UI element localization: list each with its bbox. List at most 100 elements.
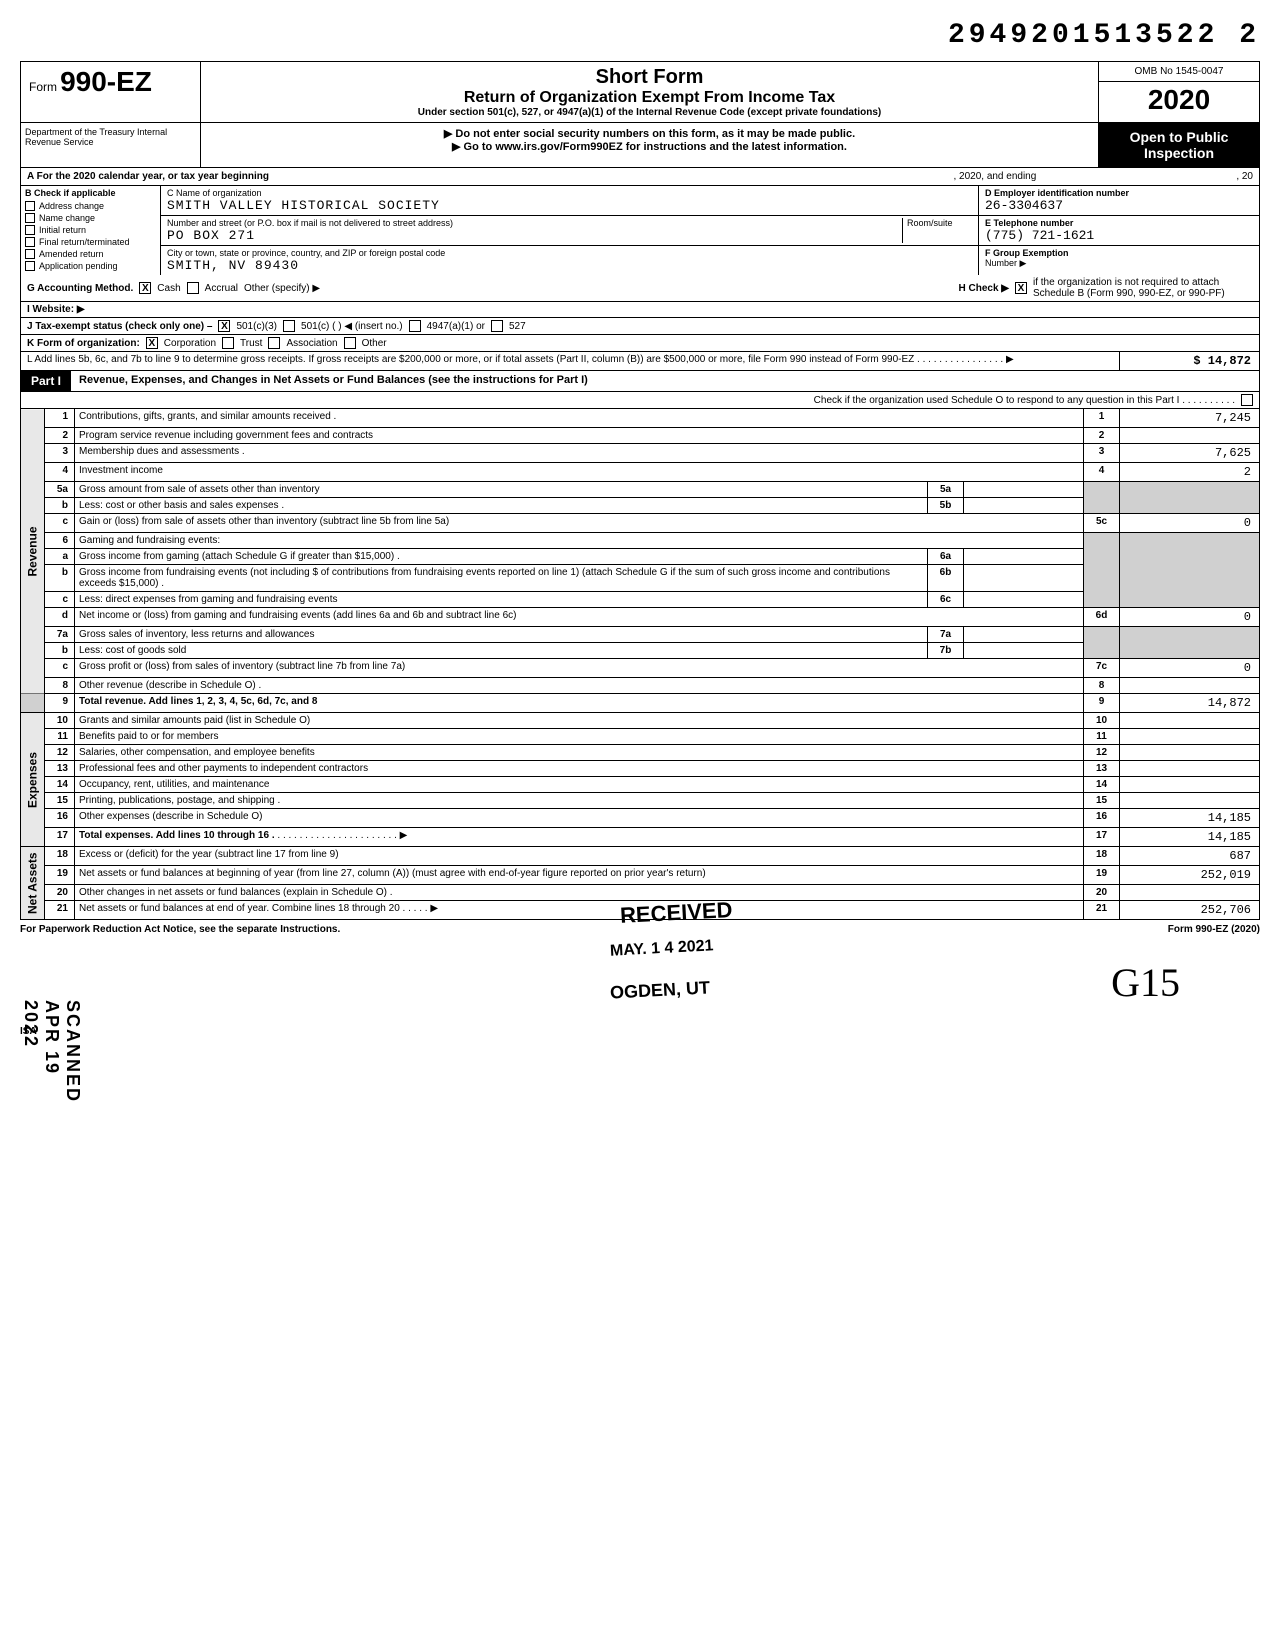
ln5c-amt: 0 [1120, 514, 1260, 533]
chk-trust[interactable] [222, 337, 234, 349]
dept-box: Department of the Treasury Internal Reve… [21, 123, 201, 167]
title-main: Short Form [205, 66, 1094, 89]
form-prefix: Form [29, 80, 57, 94]
chk-pending[interactable] [25, 261, 35, 271]
ln12-desc: Salaries, other compensation, and employ… [75, 745, 1084, 761]
chk-schedule-o[interactable] [1241, 394, 1253, 406]
ln1-num: 1 [45, 409, 75, 428]
ln21-num: 21 [45, 901, 75, 920]
ln20-box: 20 [1084, 885, 1120, 901]
ln1-amt: 7,245 [1120, 409, 1260, 428]
header: Form 990-EZ Short Form Return of Organiz… [20, 61, 1260, 123]
main-table: Revenue 1 Contributions, gifts, grants, … [20, 409, 1260, 920]
chk-accrual[interactable] [187, 282, 199, 294]
ln6a-num: a [45, 549, 75, 565]
title-sub: Return of Organization Exempt From Incom… [205, 89, 1094, 107]
h-text: if the organization is not required to a… [1033, 277, 1253, 299]
chk-initial[interactable] [25, 225, 35, 235]
ln20-desc: Other changes in net assets or fund bala… [75, 885, 1084, 901]
b-item-1: Name change [39, 213, 95, 223]
ln5b-num: b [45, 498, 75, 514]
tax-year: 2020 [1099, 82, 1259, 118]
ln8-box: 8 [1084, 678, 1120, 694]
ln3-desc: Membership dues and assessments . [75, 444, 1084, 463]
ln7a-val [964, 627, 1084, 643]
ln9-desc: Total revenue. Add lines 1, 2, 3, 4, 5c,… [75, 694, 1084, 713]
chk-cash[interactable]: X [139, 282, 151, 294]
ln5b-desc: Less: cost or other basis and sales expe… [75, 498, 928, 514]
ln20-num: 20 [45, 885, 75, 901]
ln7c-desc: Gross profit or (loss) from sales of inv… [75, 659, 1084, 678]
b-item-5: Application pending [39, 261, 118, 271]
chk-h[interactable]: X [1015, 282, 1027, 294]
section-bcdef: B Check if applicable Address change Nam… [20, 186, 1260, 275]
b-item-3: Final return/terminated [39, 237, 130, 247]
ssn-warning: ▶ Do not enter social security numbers o… [205, 127, 1094, 140]
g-other: Other (specify) ▶ [244, 283, 320, 294]
ln2-box: 2 [1084, 428, 1120, 444]
chk-address[interactable] [25, 201, 35, 211]
ln1-box: 1 [1084, 409, 1120, 428]
l-text: L Add lines 5b, 6c, and 7b to line 9 to … [21, 352, 1119, 370]
ln17-num: 17 [45, 828, 75, 847]
j-opt-3: 527 [509, 321, 526, 332]
chk-other-org[interactable] [344, 337, 356, 349]
chk-501c[interactable] [283, 320, 295, 332]
row-l: L Add lines 5b, 6c, and 7b to line 9 to … [20, 352, 1260, 371]
ln7c-amt: 0 [1120, 659, 1260, 678]
ln8-num: 8 [45, 678, 75, 694]
ln4-desc: Investment income [75, 463, 1084, 482]
ein: 26-3304637 [985, 198, 1253, 213]
ln5c-desc: Gain or (loss) from sale of assets other… [75, 514, 1084, 533]
chk-amended[interactable] [25, 249, 35, 259]
telephone: (775) 721-1621 [985, 228, 1253, 243]
ln2-num: 2 [45, 428, 75, 444]
ln6b-box: 6b [928, 565, 964, 592]
ln21-box: 21 [1084, 901, 1120, 920]
ln19-amt: 252,019 [1120, 866, 1260, 885]
ln5c-num: c [45, 514, 75, 533]
ln20-amt [1120, 885, 1260, 901]
ln17-amt: 14,185 [1120, 828, 1260, 847]
ln10-num: 10 [45, 713, 75, 729]
header-row2: Department of the Treasury Internal Reve… [20, 123, 1260, 168]
instructions-box: ▶ Do not enter social security numbers o… [201, 123, 1099, 167]
chk-4947[interactable] [409, 320, 421, 332]
a-end: , 20 [1236, 171, 1253, 182]
col-def: D Employer identification number 26-3304… [979, 186, 1259, 275]
stamp-scanned: SCANNED APR 19 2022 [20, 1000, 83, 1103]
chk-527[interactable] [491, 320, 503, 332]
ln3-amt: 7,625 [1120, 444, 1260, 463]
shaded-7 [1084, 627, 1120, 659]
ln2-amt [1120, 428, 1260, 444]
col-b: B Check if applicable Address change Nam… [21, 186, 161, 275]
c-addr-label: Number and street (or P.O. box if mail i… [167, 218, 902, 228]
j-opt-1: 501(c) ( ) ◀ (insert no.) [301, 321, 403, 332]
ln9-num: 9 [45, 694, 75, 713]
ln21-amt: 252,706 [1120, 901, 1260, 920]
chk-501c3[interactable]: X [218, 320, 230, 332]
ln7b-desc: Less: cost of goods sold [75, 643, 928, 659]
ln14-num: 14 [45, 777, 75, 793]
chk-assoc[interactable] [268, 337, 280, 349]
ln7c-num: c [45, 659, 75, 678]
ln12-amt [1120, 745, 1260, 761]
row-a: A For the 2020 calendar year, or tax yea… [20, 168, 1260, 186]
ln6d-box: 6d [1084, 608, 1120, 627]
shaded-6 [1084, 533, 1120, 608]
ln5a-val [964, 482, 1084, 498]
b-item-4: Amended return [39, 249, 104, 259]
ln7b-val [964, 643, 1084, 659]
a-mid: , 2020, and ending [953, 171, 1036, 182]
chk-name[interactable] [25, 213, 35, 223]
ln6-desc: Gaming and fundraising events: [75, 533, 1084, 549]
ln14-desc: Occupancy, rent, utilities, and maintena… [75, 777, 1084, 793]
chk-final[interactable] [25, 237, 35, 247]
k-opt-3: Other [362, 338, 387, 349]
shaded-5v [1120, 482, 1260, 514]
chk-corp[interactable]: X [146, 337, 158, 349]
expenses-label: Expenses [21, 713, 45, 847]
f-label: F Group Exemption [985, 248, 1069, 258]
open-public: Open to Public Inspection [1099, 123, 1259, 167]
ln16-box: 16 [1084, 809, 1120, 828]
